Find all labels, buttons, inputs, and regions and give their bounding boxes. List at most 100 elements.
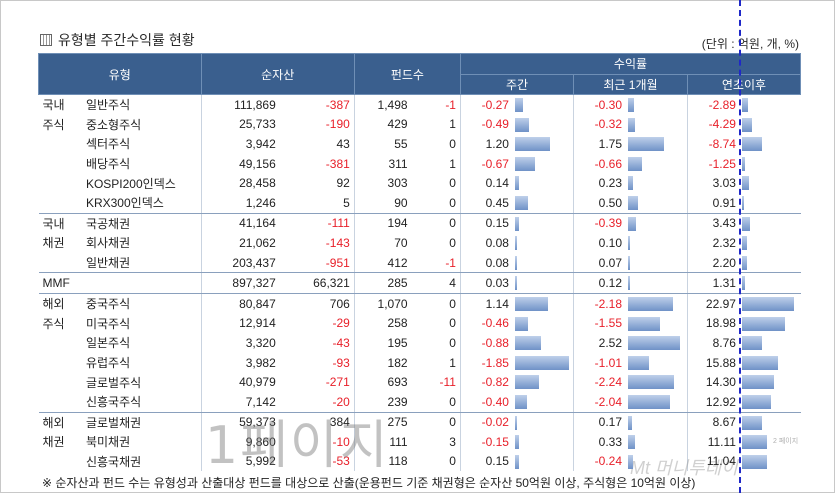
- month-return-bar: [628, 355, 649, 370]
- group-label: 국내: [42, 98, 65, 113]
- month-return-cell: 0.33: [573, 432, 688, 452]
- grid-icon: [40, 34, 52, 46]
- ytd-return-cell: 2.32: [687, 233, 800, 253]
- net-assets-change: -93: [279, 352, 355, 373]
- group-label: 해외: [42, 297, 65, 312]
- net-assets: 59,373: [239, 415, 276, 430]
- weekly-return-cell: 0.03: [460, 272, 575, 294]
- header-1month: 최근 1개월: [573, 73, 688, 95]
- month-return-value: 0.17: [598, 415, 622, 430]
- dashed-guide-line: [739, 0, 741, 493]
- ytd-return-cell: 22.97: [687, 293, 800, 313]
- group-label: 주식: [42, 316, 65, 331]
- fund-count: 258: [387, 316, 408, 331]
- month-return-cell: -2.24: [573, 372, 688, 392]
- month-return-bar: [628, 336, 680, 351]
- month-return-bar: [628, 296, 673, 311]
- group-label: [39, 353, 82, 373]
- weekly-return-bar: [514, 454, 520, 469]
- net-assets-change: 706: [279, 293, 355, 314]
- net-assets-change: -53: [279, 451, 355, 472]
- ytd-return-bar: [741, 276, 745, 291]
- fund-type: 일본주식: [81, 333, 202, 353]
- ytd-return-cell: 14.30: [687, 372, 800, 392]
- month-return-value: -0.32: [594, 117, 622, 132]
- net-assets: 12,914: [239, 316, 276, 331]
- net-assets: 5,992: [245, 454, 276, 469]
- net-assets-change: -43: [279, 333, 355, 353]
- table-row: 채권 회사채권 21,062 -143 70 0 0.08 0.10 2.32: [39, 233, 801, 253]
- group-label: [39, 154, 82, 174]
- logo-watermark: Mt 머니투데이: [630, 458, 738, 478]
- net-assets-change: 92: [279, 173, 355, 193]
- net-assets-change: -10: [279, 432, 355, 452]
- ytd-return-cell: 2.20: [687, 252, 801, 274]
- net-assets: 897,327: [201, 272, 280, 294]
- ytd-return-cell: -1.25: [687, 154, 800, 174]
- ytd-return-cell: 0.91: [687, 192, 801, 214]
- footnote: ※ 순자산과 펀드 수는 유형성과 산출대상 펀드를 대상으로 산출(운용펀드 …: [42, 476, 696, 490]
- net-assets: 49,156: [239, 156, 276, 171]
- net-assets: 80,847: [239, 296, 276, 311]
- net-assets-change: 43: [279, 134, 355, 154]
- weekly-return-bar: [514, 375, 539, 390]
- month-return-cell: 0.10: [573, 233, 688, 253]
- net-assets: 7,142: [201, 391, 280, 413]
- weekly-return-bar: [514, 236, 518, 251]
- net-assets: 3,320: [245, 335, 276, 350]
- fund-type: 글로벌주식: [81, 372, 202, 392]
- ytd-return-cell: 12.92: [687, 391, 801, 413]
- weekly-return-value: -1.85: [481, 355, 509, 370]
- fund-count-change: 0: [411, 391, 461, 413]
- weekly-return-value: -0.82: [481, 375, 509, 390]
- net-assets-change: -190: [279, 114, 355, 135]
- net-assets: 40,979: [239, 375, 276, 390]
- fund-type: 신흥국채권: [81, 451, 202, 472]
- month-return-value: -2.04: [594, 394, 622, 409]
- net-assets-change: -20: [279, 391, 355, 413]
- net-assets: 3,942: [245, 136, 276, 151]
- fund-type: 일반주식: [81, 94, 202, 115]
- net-assets-change: -29: [279, 313, 355, 334]
- weekly-return-value: 0.03: [485, 276, 509, 291]
- month-return-cell: 0.07: [573, 252, 688, 274]
- weekly-return-cell: -0.27: [460, 94, 575, 115]
- month-return-value: -0.66: [594, 156, 622, 171]
- ytd-return-cell: 3.43: [687, 213, 800, 233]
- group-label: [39, 452, 82, 472]
- net-assets-change: -111: [279, 213, 355, 234]
- ytd-return-value: 3.43: [712, 216, 736, 231]
- month-return-cell: 1.75: [573, 134, 688, 154]
- ytd-return-value: 11.04: [706, 454, 736, 469]
- weekly-return-bar: [514, 435, 520, 450]
- month-return-value: 2.52: [598, 335, 622, 350]
- fund-count: 111: [389, 434, 408, 449]
- ytd-return-value: 2.32: [712, 235, 736, 250]
- weekly-return-bar: [514, 117, 530, 132]
- ytd-return-cell: -8.74: [687, 134, 800, 154]
- net-assets: 203,437: [201, 252, 280, 274]
- fund-type: 미국주식: [81, 313, 202, 334]
- weekly-return-value: -0.67: [481, 156, 509, 171]
- table-row: 신흥국주식 7,142 -20 239 0 -0.40 -2.04 12.92: [38, 391, 801, 413]
- month-return-value: -1.01: [594, 355, 622, 370]
- month-return-cell: 2.52: [573, 333, 688, 353]
- fund-count-change: 1: [411, 114, 461, 135]
- page-watermark: 1페이지: [205, 416, 390, 476]
- month-return-bar: [628, 394, 671, 409]
- ytd-return-value: -2.89: [708, 97, 736, 112]
- fund-type: KOSPI200인덱스: [81, 173, 202, 193]
- ytd-return-cell: 3.03: [687, 173, 800, 193]
- month-return-bar: [628, 276, 631, 291]
- fund-count: 239: [354, 391, 412, 413]
- fund-count-change: 4: [411, 272, 461, 294]
- ytd-return-value: 14.30: [705, 375, 736, 390]
- ytd-return-bar: [741, 98, 749, 112]
- month-return-bar: [628, 156, 642, 171]
- fund-count: 1,498: [377, 97, 408, 112]
- ytd-return-bar: [741, 296, 794, 311]
- weekly-return-cell: -1.85: [460, 352, 575, 373]
- fund-count: 285: [354, 272, 412, 294]
- fund-type: 글로벌채권: [81, 412, 202, 433]
- table-row: 국내 국공채권 41,164 -111 194 0 0.15 -0.39 3.43: [39, 213, 801, 234]
